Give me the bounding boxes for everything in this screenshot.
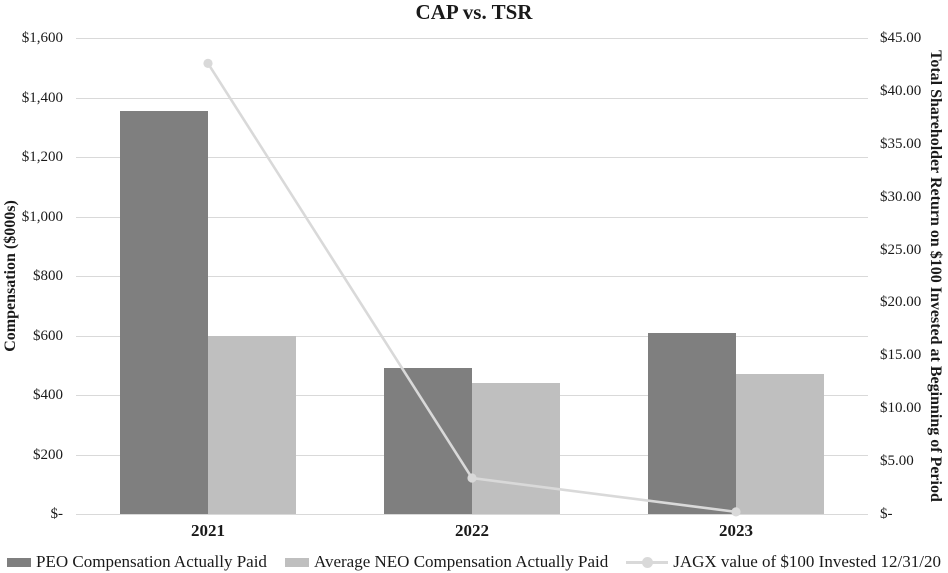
y-right-tick-label: $15.00 <box>880 347 922 364</box>
x-axis-label-2022: 2022 <box>455 521 489 540</box>
gridline <box>76 38 868 39</box>
y-right-tick-label: $45.00 <box>880 30 922 46</box>
neo-bar-swatch-icon <box>284 557 309 567</box>
x-axis-label-2023: 2023 <box>719 521 753 540</box>
y-left-tick-label: $1,400 <box>21 89 63 106</box>
y-right-tick-label: $10.00 <box>880 400 922 417</box>
bar-peo-2022 <box>384 368 472 514</box>
x-axis-label-2021: 2021 <box>191 521 225 540</box>
jagx-point-2021 <box>203 58 213 68</box>
y-left-tick-label: $400 <box>33 387 63 403</box>
y-left-tick-label: $600 <box>33 327 63 344</box>
bar-neo-2021 <box>208 335 296 514</box>
bar-neo-2022 <box>472 383 560 514</box>
y-left-tick-label: $1,600 <box>21 30 63 46</box>
y-right-tick-label: $20.00 <box>880 294 922 311</box>
legend-item-neo: Average NEO Compensation Actually Paid <box>284 552 609 572</box>
y-left-tick-label: $1,000 <box>21 208 63 225</box>
jagx-line-marker-icon <box>626 556 669 568</box>
legend-label-neo: Average NEO Compensation Actually Paid <box>313 552 609 571</box>
bar-neo-2023 <box>736 374 824 514</box>
chart-title: CAP vs. TSR <box>415 0 533 24</box>
gridline <box>76 514 868 515</box>
legend-label-peo: PEO Compensation Actually Paid <box>36 552 267 571</box>
legend-item-jagx: JAGX value of $100 Invested 12/31/20 <box>626 552 941 572</box>
right-axis-title: Total Shareholder Return on $100 Investe… <box>927 50 944 502</box>
y-left-tick-label: $- <box>50 506 64 522</box>
y-right-tick-label: $25.00 <box>880 241 922 258</box>
y-right-tick-label: $30.00 <box>880 188 922 205</box>
peo-bar-swatch-icon <box>7 557 32 567</box>
y-right-tick-label: $35.00 <box>880 135 922 152</box>
y-right-tick-label: $- <box>880 506 893 522</box>
legend: PEO Compensation Actually Paid Average N… <box>0 552 948 572</box>
gridline <box>76 98 868 99</box>
y-left-tick-label: $200 <box>33 446 63 463</box>
y-left-tick-label: $1,200 <box>21 149 63 165</box>
y-right-tick-label: $5.00 <box>880 453 914 470</box>
y-left-tick-label: $800 <box>33 268 63 284</box>
legend-label-jagx: JAGX value of $100 Invested 12/31/20 <box>673 552 941 571</box>
legend-item-peo: PEO Compensation Actually Paid <box>7 552 267 572</box>
y-right-tick-label: $40.00 <box>880 82 922 99</box>
bar-peo-2021 <box>120 110 208 514</box>
bar-peo-2023 <box>648 332 736 514</box>
